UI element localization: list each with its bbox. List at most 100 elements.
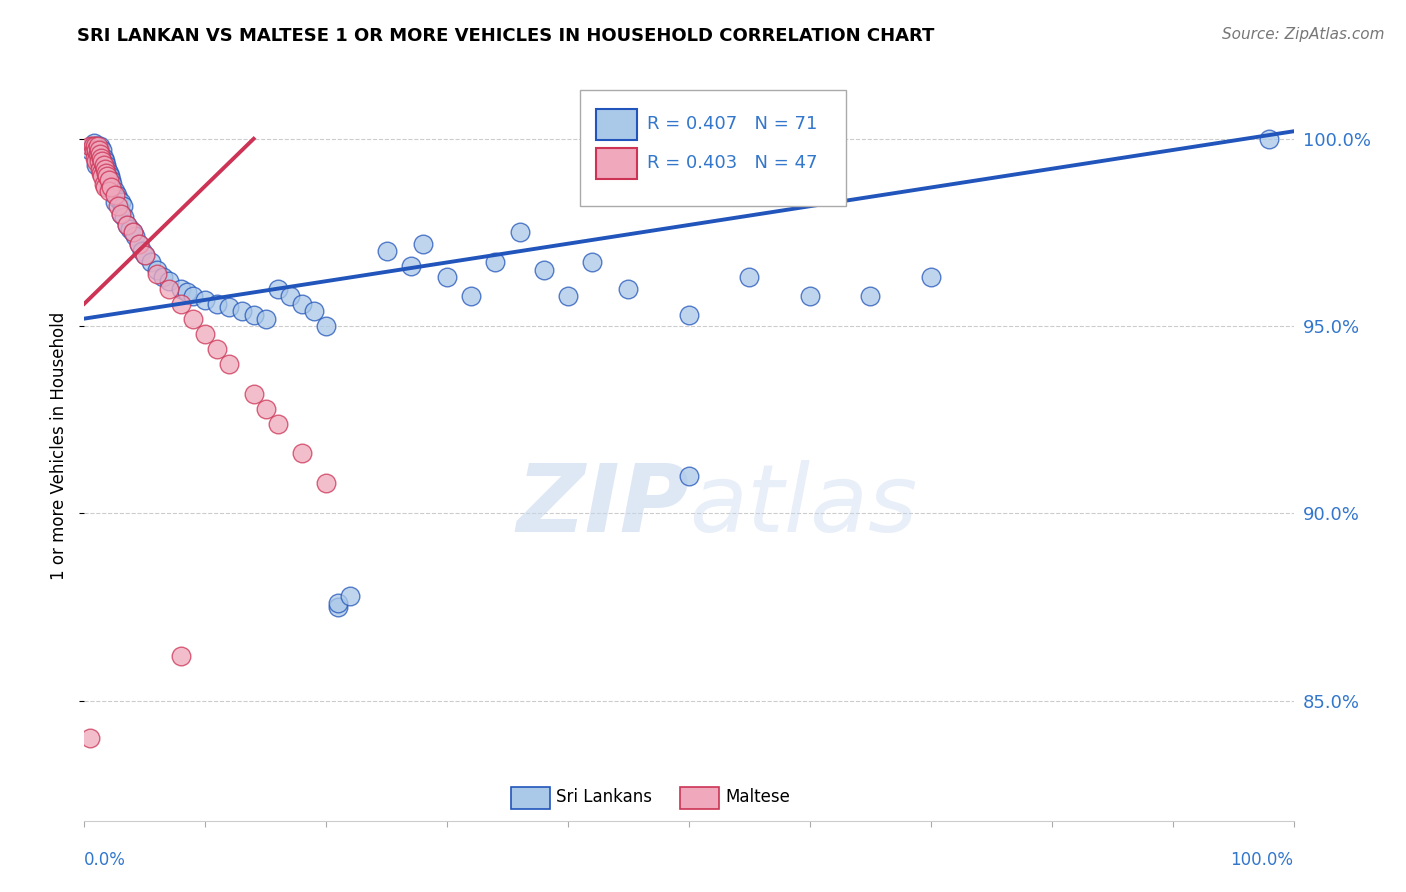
Point [96, 169, 118, 184]
Point [93, 177, 115, 191]
Point [581, 255, 603, 269]
Point [97, 165, 120, 179]
Point [84, 139, 107, 153]
Point [104, 184, 127, 198]
Point [242, 386, 264, 401]
Point [328, 600, 350, 615]
Point [104, 188, 127, 202]
Point [267, 417, 290, 431]
Point [115, 218, 138, 232]
Point [89, 146, 111, 161]
Point [90, 165, 112, 179]
Point [678, 469, 700, 483]
Point [678, 308, 700, 322]
Point [134, 248, 156, 262]
Point [859, 289, 882, 303]
FancyBboxPatch shape [512, 787, 550, 809]
Point [97, 173, 120, 187]
Point [375, 244, 398, 259]
Point [557, 289, 579, 303]
FancyBboxPatch shape [596, 109, 637, 140]
Point [170, 282, 193, 296]
Point [170, 648, 193, 663]
Text: Sri Lankans: Sri Lankans [555, 789, 652, 806]
Point [83, 136, 105, 150]
Point [93, 158, 115, 172]
Point [254, 311, 277, 326]
Point [170, 296, 193, 310]
Point [412, 236, 434, 251]
Point [134, 248, 156, 262]
Point [104, 195, 127, 210]
Point [121, 226, 143, 240]
Point [89, 161, 111, 176]
Point [79, 731, 101, 746]
Point [87, 143, 110, 157]
Point [157, 282, 180, 296]
Point [131, 244, 153, 259]
Point [82, 139, 104, 153]
Point [90, 151, 112, 165]
Point [339, 589, 361, 603]
Point [254, 401, 277, 416]
Point [738, 270, 761, 285]
Point [93, 151, 115, 165]
Point [920, 270, 942, 285]
Point [218, 357, 240, 371]
Point [218, 301, 240, 315]
Text: 100.0%: 100.0% [1230, 851, 1294, 869]
Point [86, 146, 108, 161]
Point [105, 188, 128, 202]
Point [97, 184, 120, 198]
Point [315, 476, 337, 491]
Text: Maltese: Maltese [725, 789, 790, 806]
Point [110, 207, 132, 221]
Point [484, 255, 506, 269]
Point [242, 308, 264, 322]
Point [436, 270, 458, 285]
Point [100, 180, 122, 194]
Point [139, 255, 162, 269]
Point [86, 158, 108, 172]
Point [94, 154, 117, 169]
Text: SRI LANKAN VS MALTESE 1 OR MORE VEHICLES IN HOUSEHOLD CORRELATION CHART: SRI LANKAN VS MALTESE 1 OR MORE VEHICLES… [77, 27, 935, 45]
Point [315, 319, 337, 334]
Point [97, 180, 120, 194]
Text: Source: ZipAtlas.com: Source: ZipAtlas.com [1222, 27, 1385, 42]
Point [89, 139, 111, 153]
Y-axis label: 1 or more Vehicles in Household: 1 or more Vehicles in Household [49, 312, 67, 580]
Point [79, 139, 101, 153]
Point [94, 165, 117, 179]
Point [399, 259, 422, 273]
Point [101, 177, 124, 191]
Point [128, 236, 150, 251]
Point [278, 289, 301, 303]
Point [112, 211, 135, 225]
FancyBboxPatch shape [596, 148, 637, 179]
Point [87, 154, 110, 169]
FancyBboxPatch shape [581, 90, 846, 206]
Point [110, 195, 132, 210]
Text: atlas: atlas [689, 460, 917, 551]
Point [128, 236, 150, 251]
Point [302, 304, 325, 318]
Point [799, 289, 821, 303]
Point [181, 311, 204, 326]
Point [152, 270, 174, 285]
Point [533, 263, 555, 277]
Point [291, 446, 314, 460]
Point [120, 221, 142, 235]
Text: R = 0.403   N = 47: R = 0.403 N = 47 [647, 153, 817, 172]
Point [86, 154, 108, 169]
Point [94, 158, 117, 172]
Point [94, 161, 117, 176]
Point [617, 282, 640, 296]
Point [207, 342, 229, 356]
Point [83, 143, 105, 157]
Point [267, 282, 290, 296]
Text: R = 0.407   N = 71: R = 0.407 N = 71 [647, 115, 817, 133]
Point [194, 326, 217, 341]
Point [112, 199, 135, 213]
Point [1258, 132, 1281, 146]
Point [91, 154, 114, 169]
